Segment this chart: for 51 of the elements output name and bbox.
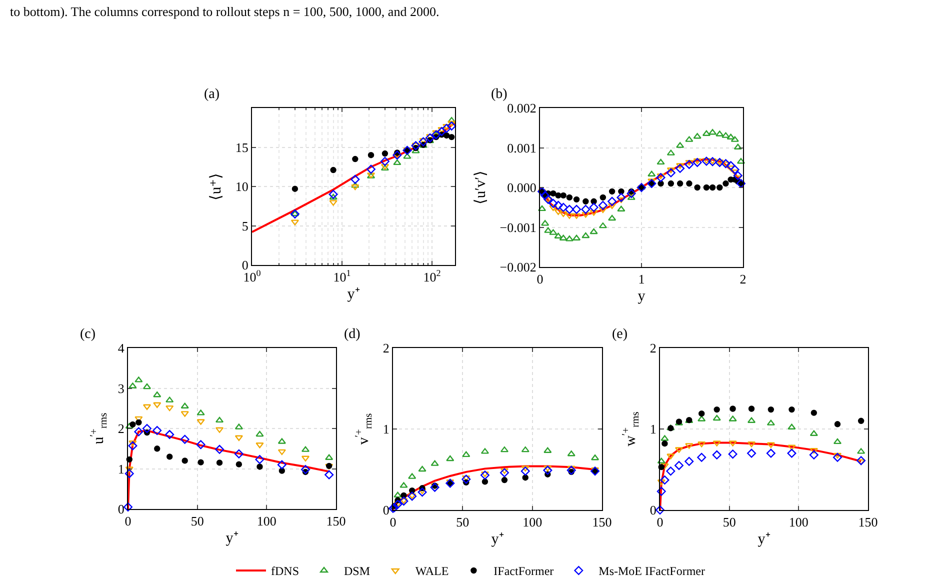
chart-title: (a): [204, 87, 220, 102]
legend-label: WALE: [415, 564, 449, 578]
y-tick-label: 1: [118, 461, 124, 476]
x-axis-title: y: [638, 288, 646, 305]
y-tick-label: 0: [382, 502, 390, 518]
y-tick-label: 0: [650, 502, 656, 518]
y-tick-label: 0: [242, 258, 248, 273]
x-tick-label: 150: [592, 514, 612, 530]
chart-title: (d): [344, 327, 361, 342]
x-axis-title: y⁺: [226, 530, 238, 547]
x-tick-label: 100: [256, 514, 276, 529]
y-tick-label: −0.001: [500, 220, 536, 235]
y-tick-label: 0: [118, 502, 124, 517]
y-axis-title: ⟨u′v′⟩: [473, 170, 490, 204]
legend-label: DSM: [344, 564, 370, 578]
y-tick-label: 0.000: [507, 180, 536, 196]
legend-label: fDNS: [271, 564, 300, 578]
x-tick-label: 10$^{2}$: [423, 268, 442, 285]
y-tick-label: 3: [118, 380, 124, 396]
chart-title: (b): [491, 87, 508, 102]
legend-label: Ms-MoE IFactFormer: [598, 564, 705, 578]
y-tick-label: −0.002: [500, 260, 536, 275]
y-tick-label: 10: [235, 179, 248, 194]
y-tick-label: 15: [235, 140, 248, 155]
chart-title: (c): [80, 327, 96, 342]
y-tick-label: 2: [382, 340, 390, 356]
x-tick-label: 10$^{1}$: [333, 268, 351, 285]
x-axis-title: y⁺: [491, 532, 504, 548]
y-tick-label: 2: [650, 340, 656, 356]
y-tick-label: 5: [242, 218, 248, 234]
x-tick-label: 50: [190, 514, 204, 529]
x-tick-label: 1: [638, 272, 645, 287]
x-tick-label: 100: [788, 514, 808, 530]
chart-title: (e): [612, 327, 628, 342]
x-axis-title: y⁺: [347, 286, 360, 303]
x-tick-label: 150: [326, 514, 346, 529]
y-tick-label: 1: [650, 422, 656, 437]
y-tick-label: 0.001: [507, 140, 536, 156]
x-tick-label: 100: [522, 514, 542, 530]
x-tick-label: 2: [740, 272, 746, 287]
y-tick-label: 4: [118, 340, 125, 356]
y-tick-label: 1: [382, 422, 390, 437]
x-axis-title: y⁺: [758, 532, 770, 548]
legend-label: IFactFormer: [494, 564, 554, 578]
x-tick-label: 50: [722, 514, 736, 530]
y-axis-title: ⟨u⁺⟩: [208, 172, 225, 200]
text: to bottom). The columns correspond to rollout steps n = 100, 500, 1000, and 2000.: [10, 4, 440, 19]
x-tick-label: 50: [456, 514, 470, 530]
x-tick-label: 150: [858, 514, 878, 530]
y-tick-label: 2: [118, 421, 124, 436]
y-tick-label: 0.002: [507, 100, 536, 116]
